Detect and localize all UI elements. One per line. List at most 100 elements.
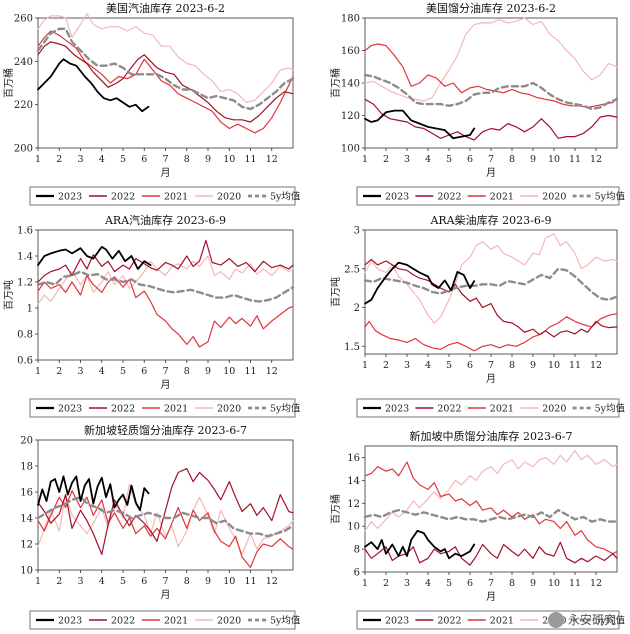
y-tick-label: 16 — [20, 488, 33, 499]
wechat-icon — [547, 611, 564, 628]
x-tick-label: 12 — [266, 576, 278, 587]
y-axis-label: 百万桶 — [329, 494, 342, 524]
x-tick-label: 5 — [120, 366, 126, 377]
x-tick-label: 3 — [77, 576, 83, 587]
series-line-2020 — [37, 255, 294, 305]
x-tick-label: 4 — [99, 576, 105, 587]
series-line-2022 — [364, 98, 618, 141]
legend-label: 2023 — [385, 192, 409, 203]
x-tick-label: 2 — [383, 154, 389, 165]
y-tick-label: 0.8 — [17, 330, 33, 341]
y-tick-label: 220 — [14, 100, 33, 111]
legend-box — [356, 398, 620, 418]
x-axis-label: 月 — [161, 379, 171, 391]
legend-label: 2020 — [542, 404, 566, 415]
y-tick-label: 160 — [341, 46, 360, 57]
x-tick-label: 9 — [205, 366, 211, 377]
legend-label: 2020 — [217, 616, 241, 627]
x-axis-label: 月 — [486, 167, 496, 179]
legend-label: 2021 — [164, 404, 188, 415]
plot-frame — [37, 439, 294, 571]
legend-label: 2022 — [437, 616, 461, 627]
x-tick-label: 11 — [244, 154, 256, 165]
x-tick-label: 1 — [35, 366, 41, 377]
legend-label: 2023 — [58, 404, 82, 415]
y-tick-label: 0.6 — [17, 356, 33, 367]
y-tick-label: 1.5 — [344, 342, 360, 353]
x-tick-label: 7 — [488, 578, 494, 589]
x-tick-label: 4 — [99, 366, 105, 377]
x-axis-label: 月 — [161, 589, 171, 601]
y-tick-label: 20 — [20, 436, 33, 447]
series-line-5y-avg — [363, 267, 619, 301]
y-tick-label: 12 — [347, 499, 360, 510]
x-tick-label: 11 — [244, 366, 256, 377]
series-line-2022 — [37, 41, 294, 123]
y-axis-label: 百万桶 — [329, 68, 342, 98]
y-tick-label: 1.4 — [17, 252, 33, 263]
series-line-5y-avg — [363, 73, 619, 111]
chart-title: 美国馏分油库存 2023-6-2 — [426, 1, 556, 15]
legend-box — [29, 610, 296, 630]
x-tick-label: 3 — [404, 154, 410, 165]
legend-label: 2023 — [385, 616, 409, 627]
x-tick-label: 8 — [184, 576, 190, 587]
x-tick-label: 2 — [56, 154, 62, 165]
y-tick-label: 120 — [341, 111, 360, 122]
y-tick-label: 3 — [354, 226, 360, 237]
y-tick-label: 200 — [14, 144, 33, 155]
x-tick-label: 9 — [530, 360, 536, 371]
x-tick-label: 12 — [590, 154, 602, 165]
x-tick-label: 4 — [425, 154, 431, 165]
legend-label: 2021 — [164, 616, 188, 627]
legend-label: 2021 — [490, 192, 514, 203]
x-tick-label: 5 — [446, 154, 452, 165]
x-tick-label: 1 — [35, 576, 41, 587]
x-tick-label: 7 — [488, 360, 494, 371]
x-tick-label: 12 — [266, 154, 278, 165]
series-line-2023 — [37, 246, 152, 270]
legend-label: 2020 — [542, 192, 566, 203]
x-tick-label: 11 — [244, 576, 256, 587]
y-axis-label: 百万吨 — [329, 277, 342, 307]
x-tick-label: 11 — [569, 154, 581, 165]
x-axis-label: 月 — [161, 167, 171, 179]
chart-title: 新加坡中质馏分油库存 2023-6-7 — [410, 429, 573, 443]
legend-label: 2021 — [490, 404, 514, 415]
x-tick-label: 12 — [590, 578, 602, 589]
x-tick-label: 1 — [362, 154, 368, 165]
y-tick-label: 8 — [354, 545, 360, 556]
legend-label: 5y均值 — [595, 615, 626, 627]
x-tick-label: 10 — [548, 578, 560, 589]
y-axis-label: 百万吨 — [2, 280, 15, 310]
x-tick-label: 10 — [548, 154, 560, 165]
y-tick-label: 14 — [20, 514, 33, 525]
series-line-2023 — [364, 529, 476, 560]
legend-box — [29, 398, 296, 418]
y-tick-label: 2 — [354, 303, 360, 314]
y-tick-label: 16 — [347, 453, 360, 464]
x-tick-label: 8 — [509, 154, 515, 165]
series-line-5y-avg — [36, 27, 295, 111]
x-tick-label: 11 — [569, 360, 581, 371]
series-line-5y-avg — [36, 496, 295, 538]
legend-label: 5y均值 — [595, 403, 626, 415]
x-tick-label: 10 — [548, 360, 560, 371]
legend-label: 2021 — [164, 192, 188, 203]
y-tick-label: 140 — [341, 79, 360, 90]
legend-label: 2023 — [58, 616, 82, 627]
x-axis-label: 月 — [486, 591, 496, 603]
legend-label: 2020 — [217, 404, 241, 415]
series-line-2021 — [364, 461, 618, 555]
x-tick-label: 6 — [467, 154, 473, 165]
series-line-2022 — [364, 258, 618, 338]
legend-label: 2021 — [490, 616, 514, 627]
x-tick-label: 5 — [120, 576, 126, 587]
x-tick-label: 8 — [509, 578, 515, 589]
x-tick-label: 2 — [56, 366, 62, 377]
x-tick-label: 10 — [223, 154, 235, 165]
legend-label: 2022 — [437, 192, 461, 203]
y-tick-label: 10 — [20, 566, 33, 577]
legend-label: 2023 — [58, 192, 82, 203]
